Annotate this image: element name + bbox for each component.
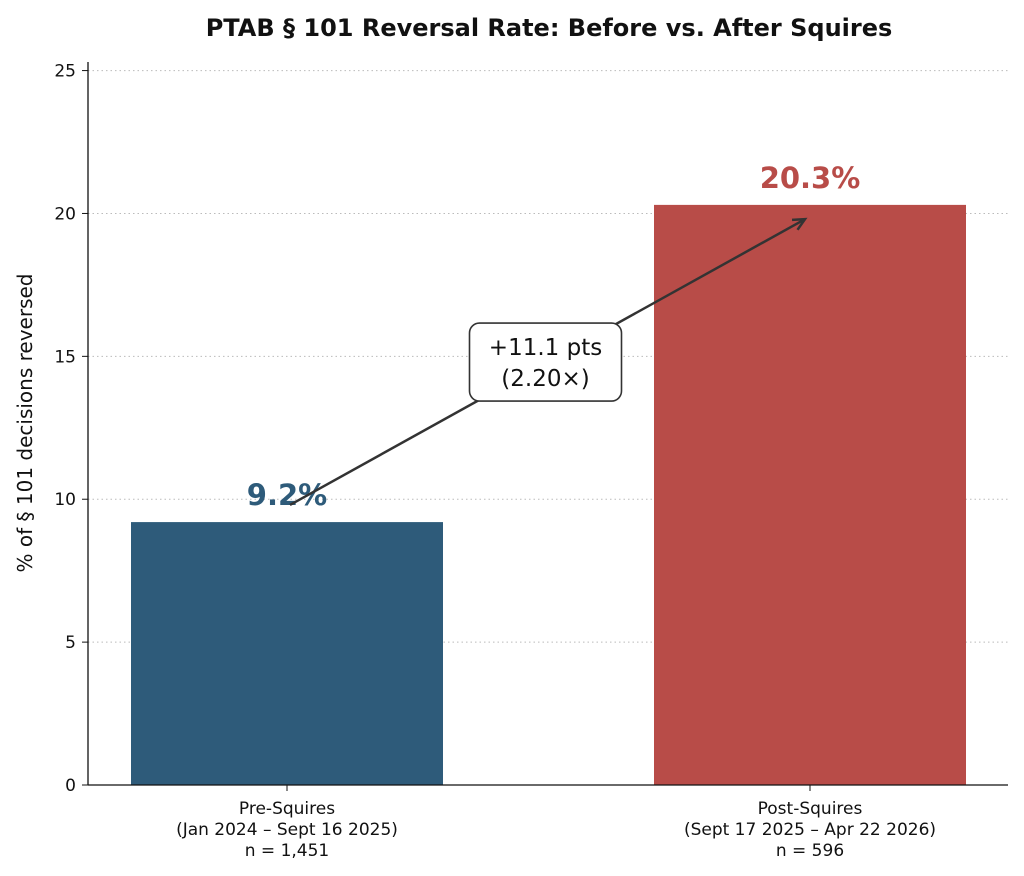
x-tick-label: n = 1,451 xyxy=(245,841,330,861)
x-tick-label: (Jan 2024 – Sept 16 2025) xyxy=(176,820,398,840)
x-tick-label: Post-Squires xyxy=(758,799,863,819)
y-tick-label: 20 xyxy=(54,204,76,224)
y-tick-label: 15 xyxy=(54,347,76,367)
annotation-text: +11.1 pts xyxy=(489,335,602,361)
y-tick-label: 5 xyxy=(65,633,76,653)
y-tick-label: 0 xyxy=(65,776,76,796)
chart-title: PTAB § 101 Reversal Rate: Before vs. Aft… xyxy=(206,14,893,42)
x-tick-label: n = 596 xyxy=(776,841,844,861)
bar-1 xyxy=(654,205,966,785)
y-tick-label: 10 xyxy=(54,490,76,510)
y-axis-label: % of § 101 decisions reversed xyxy=(13,274,37,573)
y-tick-label: 25 xyxy=(54,62,76,82)
bar-0 xyxy=(131,522,443,785)
x-tick-label: Pre-Squires xyxy=(239,799,335,819)
data-label: 9.2% xyxy=(247,478,327,512)
x-tick-label: (Sept 17 2025 – Apr 22 2026) xyxy=(684,820,936,840)
data-label: 20.3% xyxy=(760,161,861,195)
annotation-text: (2.20×) xyxy=(501,366,589,392)
